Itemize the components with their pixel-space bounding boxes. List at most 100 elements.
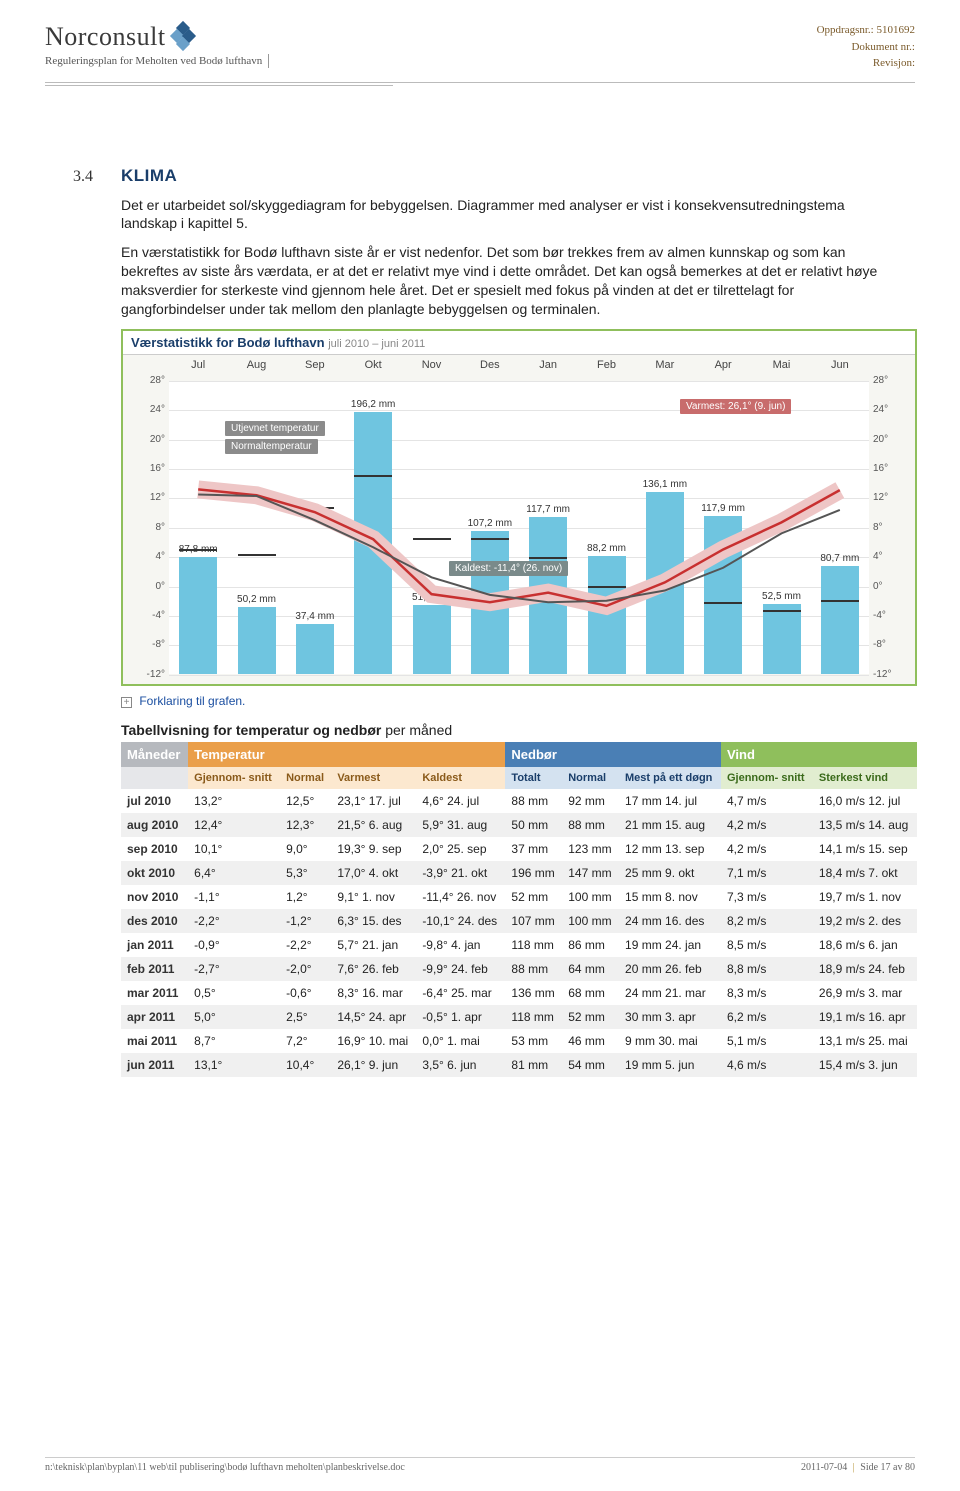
table-cell: 147 mm [562,861,619,885]
header-rule-short [45,85,393,86]
table-row: jun 201113,1°10,4°26,1° 9. jun3,5° 6. ju… [121,1053,917,1077]
month-label: Jan [539,359,557,371]
table-cell: 21 mm 15. aug [619,813,721,837]
table-cell: 196 mm [505,861,562,885]
ytick-left: -8° [137,639,165,650]
ytick-right: 8° [873,522,901,533]
table-cell: 5,0° [188,1005,280,1029]
table-cell: 7,6° 26. feb [331,957,416,981]
expand-icon[interactable]: + [121,697,132,708]
table-row: des 2010-2,2°-1,2°6,3° 15. des-10,1° 24.… [121,909,917,933]
table-cell: 52 mm [562,1005,619,1029]
table-cell: 6,4° [188,861,280,885]
table-cell: sep 2010 [121,837,188,861]
table-cell: 4,6° 24. jul [416,789,505,813]
paragraph-1: Det er utarbeidet sol/skyggediagram for … [121,196,881,234]
table-cell: 64 mm [562,957,619,981]
ytick-left: -4° [137,610,165,621]
table-cell: 7,2° [280,1029,331,1053]
ytick-left: 8° [137,522,165,533]
footer-date: 2011-07-04 [801,1462,847,1473]
table-cell: 5,3° [280,861,331,885]
table-cell: 9 mm 30. mai [619,1029,721,1053]
table-cell: mai 2011 [121,1029,188,1053]
ytick-right: -12° [873,669,901,680]
chart-tag: Utjevnet temperatur [225,421,325,436]
ytick-left: 12° [137,492,165,503]
chart-legend-link[interactable]: + Forklaring til grafen. [121,694,915,708]
table-cell: 8,3 m/s [721,981,813,1005]
month-label: Aug [247,359,267,371]
table-cell: 18,4 m/s 7. okt [813,861,917,885]
table-row: jan 2011-0,9°-2,2°5,7° 21. jan-9,8° 4. j… [121,933,917,957]
col-group-months: Måneder [121,742,188,767]
sub-v-avg: Gjennom- snitt [721,767,813,789]
month-label: Feb [597,359,616,371]
chart-title-bold: Værstatistikk for Bodø lufthavn [131,335,325,350]
table-cell: 26,9 m/s 3. mar [813,981,917,1005]
table-cell: 13,1° [188,1053,280,1077]
table-cell: 8,8 m/s [721,957,813,981]
table-cell: 68 mm [562,981,619,1005]
table-cell: 18,6 m/s 6. jan [813,933,917,957]
table-cell: 10,1° [188,837,280,861]
ytick-right: 12° [873,492,901,503]
table-cell: 12,5° [280,789,331,813]
footer-page: Side 17 av 80 [860,1462,915,1473]
chart-tag: Normaltemperatur [225,439,318,454]
footer-right: 2011-07-04 | Side 17 av 80 [801,1462,915,1473]
table-cell: 24 mm 21. mar [619,981,721,1005]
table-cell: -6,4° 25. mar [416,981,505,1005]
table-cell: 81 mm [505,1053,562,1077]
table-cell: 0,0° 1. mai [416,1029,505,1053]
table-cell: 14,5° 24. apr [331,1005,416,1029]
table-cell: jan 2011 [121,933,188,957]
table-cell: okt 2010 [121,861,188,885]
table-row: apr 20115,0°2,5°14,5° 24. apr-0,5° 1. ap… [121,1005,917,1029]
weather-table: Måneder Temperatur Nedbør Vind Gjennom- … [121,742,917,1077]
table-cell: 8,3° 16. mar [331,981,416,1005]
chart-tag: Varmest: 26,1° (9. jun) [680,399,791,414]
table-cell: 10,4° [280,1053,331,1077]
table-cell: 14,1 m/s 15. sep [813,837,917,861]
table-cell: 107 mm [505,909,562,933]
month-label: Jul [191,359,205,371]
table-cell: 19,7 m/s 1. nov [813,885,917,909]
sub-t-avg: Gjennom- snitt [188,767,280,789]
table-cell: 4,6 m/s [721,1053,813,1077]
table-cell: des 2010 [121,909,188,933]
table-cell: 23,1° 17. jul [331,789,416,813]
forklaring-link[interactable]: Forklaring til grafen. [139,694,245,708]
table-cell: 88 mm [562,813,619,837]
table-cell: 12,4° [188,813,280,837]
table-cell: 92 mm [562,789,619,813]
table-row: okt 20106,4°5,3°17,0° 4. okt-3,9° 21. ok… [121,861,917,885]
month-label: Mai [773,359,791,371]
table-cell: 19 mm 24. jan [619,933,721,957]
ytick-right: 16° [873,463,901,474]
table-cell: 8,7° [188,1029,280,1053]
table-cell: 16,0 m/s 12. jul [813,789,917,813]
table-cell: 3,5° 6. jun [416,1053,505,1077]
table-cell: 7,1 m/s [721,861,813,885]
oppdrag-nr: Oppdragsnr.: 5101692 [817,22,915,39]
table-cell: 88 mm [505,957,562,981]
ytick-left: 20° [137,434,165,445]
table-cell: 9,0° [280,837,331,861]
table-cell: 7,3 m/s [721,885,813,909]
table-cell: 5,9° 31. aug [416,813,505,837]
section-number: 3.4 [73,168,103,186]
table-row: aug 201012,4°12,3°21,5° 6. aug5,9° 31. a… [121,813,917,837]
table-cell: -3,9° 21. okt [416,861,505,885]
table-cell: 8,5 m/s [721,933,813,957]
logo-block: Norconsult Reguleringsplan for Meholten … [45,22,269,68]
table-title-rest: per måned [381,722,452,738]
header-metadata: Oppdragsnr.: 5101692 Dokument nr.: Revis… [817,22,915,72]
table-cell: -0,5° 1. apr [416,1005,505,1029]
table-cell: 53 mm [505,1029,562,1053]
table-cell: 20 mm 26. feb [619,957,721,981]
month-label: Nov [422,359,442,371]
table-cell: 12 mm 13. sep [619,837,721,861]
table-cell: 4,2 m/s [721,837,813,861]
sub-v-max: Sterkest vind [813,767,917,789]
